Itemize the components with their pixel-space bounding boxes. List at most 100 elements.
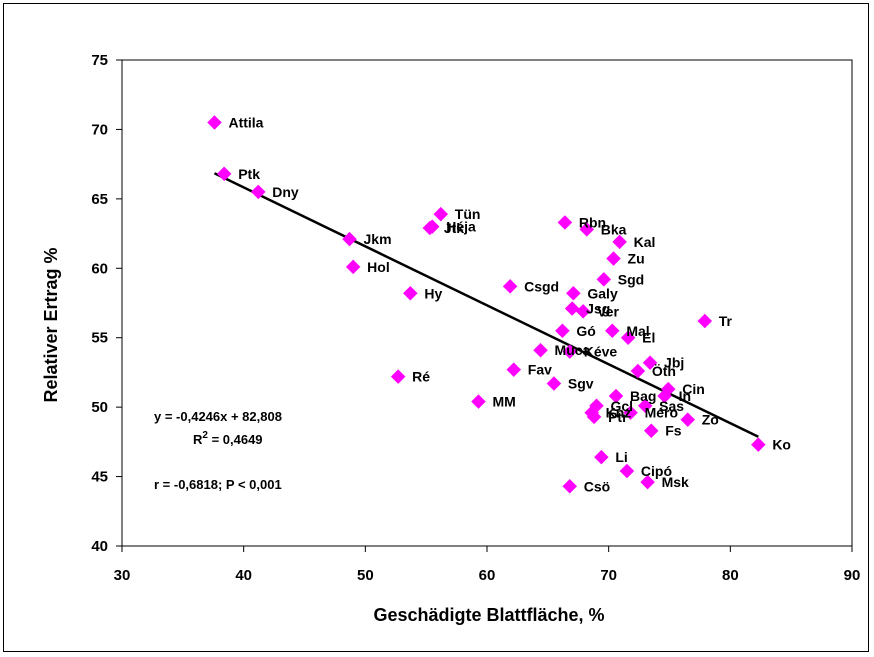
data-point-label: Tün <box>455 206 481 222</box>
x-tick-label: 80 <box>722 567 739 584</box>
data-point-label: Msk <box>662 474 689 490</box>
data-point-label: Hol <box>367 259 390 275</box>
data-point <box>584 405 599 421</box>
data-point <box>623 405 638 421</box>
data-point <box>533 342 548 358</box>
data-point <box>579 222 595 237</box>
data-point-label: Dny <box>272 184 299 200</box>
data-point-label: Kéve <box>584 344 618 360</box>
data-point-label: Sgv <box>568 376 594 392</box>
data-point <box>575 303 591 319</box>
x-tick-label: 40 <box>235 567 252 584</box>
data-point-label: Attila <box>228 114 263 130</box>
data-point-label: El <box>642 330 655 346</box>
data-point <box>562 478 578 494</box>
data-point-label: Csö <box>584 478 610 494</box>
data-point-label: Héja <box>446 219 476 235</box>
data-point <box>620 330 636 346</box>
data-point-label: Ptk <box>238 166 260 182</box>
data-point-label: Jtk <box>444 220 464 236</box>
data-point-label: Ptr <box>608 409 628 425</box>
data-point-label: Bag <box>630 388 656 404</box>
x-tick-label: 30 <box>114 567 131 584</box>
data-point-label: Jbj <box>664 355 684 371</box>
data-point-label: Cipó <box>641 463 672 479</box>
data-point <box>619 463 635 479</box>
r-squared-symbol: R <box>193 432 203 447</box>
data-point <box>642 355 658 371</box>
data-point-label: Csgd <box>524 278 559 294</box>
data-point <box>422 220 438 236</box>
data-point <box>502 278 518 294</box>
data-point <box>562 344 578 359</box>
data-point-label: In <box>679 388 691 404</box>
data-point <box>250 184 266 200</box>
data-point-label: Muca <box>555 342 591 358</box>
data-point-label: Gcl <box>611 398 634 414</box>
r-squared-text: R2 = 0,4649 <box>193 430 263 447</box>
data-point <box>657 388 672 404</box>
data-point-label: Galy <box>587 285 618 301</box>
data-point <box>697 313 713 329</box>
data-point <box>606 251 621 266</box>
data-point <box>680 412 696 427</box>
data-point <box>471 394 486 409</box>
equation-annotations: y = -0,4246x + 82,808 R2 = 0,4649 r = -0… <box>154 409 282 492</box>
y-tick-label: 60 <box>91 260 108 277</box>
data-point <box>216 166 232 182</box>
data-point-label: Cin <box>682 381 705 397</box>
data-point <box>207 115 222 130</box>
data-point <box>640 474 655 490</box>
chart-frame <box>3 3 869 652</box>
data-point <box>345 259 361 275</box>
y-tick-label: 75 <box>91 52 108 69</box>
r-squared-value: = 0,4649 <box>208 432 263 447</box>
y-tick-label: 70 <box>91 121 108 138</box>
data-point <box>566 285 581 301</box>
data-point-label: Kal <box>634 234 656 250</box>
points-group <box>207 115 766 494</box>
data-point-label: Zu <box>628 251 645 267</box>
data-point-label: MM <box>492 394 515 410</box>
y-tick-label: 55 <box>91 330 108 347</box>
data-point <box>557 215 573 230</box>
data-point <box>594 449 609 465</box>
data-point <box>612 234 627 250</box>
data-point <box>402 285 418 301</box>
data-point <box>433 206 449 222</box>
data-point <box>604 323 620 339</box>
data-point <box>564 301 580 316</box>
x-tick-label: 90 <box>844 567 861 584</box>
data-point-label: Jkm <box>364 231 392 247</box>
data-point-label: Méro <box>645 405 678 421</box>
data-point-label: Fs <box>665 423 682 439</box>
correlation-text: r = -0,6818; P < 0,001 <box>154 477 282 492</box>
data-point-label: Tr <box>719 313 733 329</box>
data-point <box>342 231 357 247</box>
data-point-label: Rbn <box>579 214 606 230</box>
y-tick-label: 45 <box>91 469 108 486</box>
data-point-label: Ko <box>772 437 791 453</box>
data-point-label: Gó <box>576 323 595 339</box>
data-point-label: Fav <box>528 362 552 378</box>
data-point <box>546 376 562 391</box>
data-point-label: Ver <box>597 303 619 319</box>
x-tick-label: 50 <box>357 567 374 584</box>
data-point <box>596 272 612 287</box>
data-point-label: Öth <box>652 363 676 379</box>
data-point <box>608 388 624 404</box>
y-tick-label: 65 <box>91 191 108 208</box>
data-point <box>555 323 570 339</box>
data-point-label: Mal <box>626 323 649 339</box>
data-point-label: Li <box>615 449 627 465</box>
plot-area <box>121 59 853 547</box>
data-point-label: Sgd <box>618 271 644 287</box>
y-axis-title: Relativer Ertrag % <box>41 247 61 402</box>
y-tick-label: 40 <box>91 538 108 555</box>
data-point <box>750 437 766 452</box>
data-point <box>643 423 659 439</box>
data-point-label: Ré <box>412 369 430 385</box>
data-point <box>637 398 653 414</box>
